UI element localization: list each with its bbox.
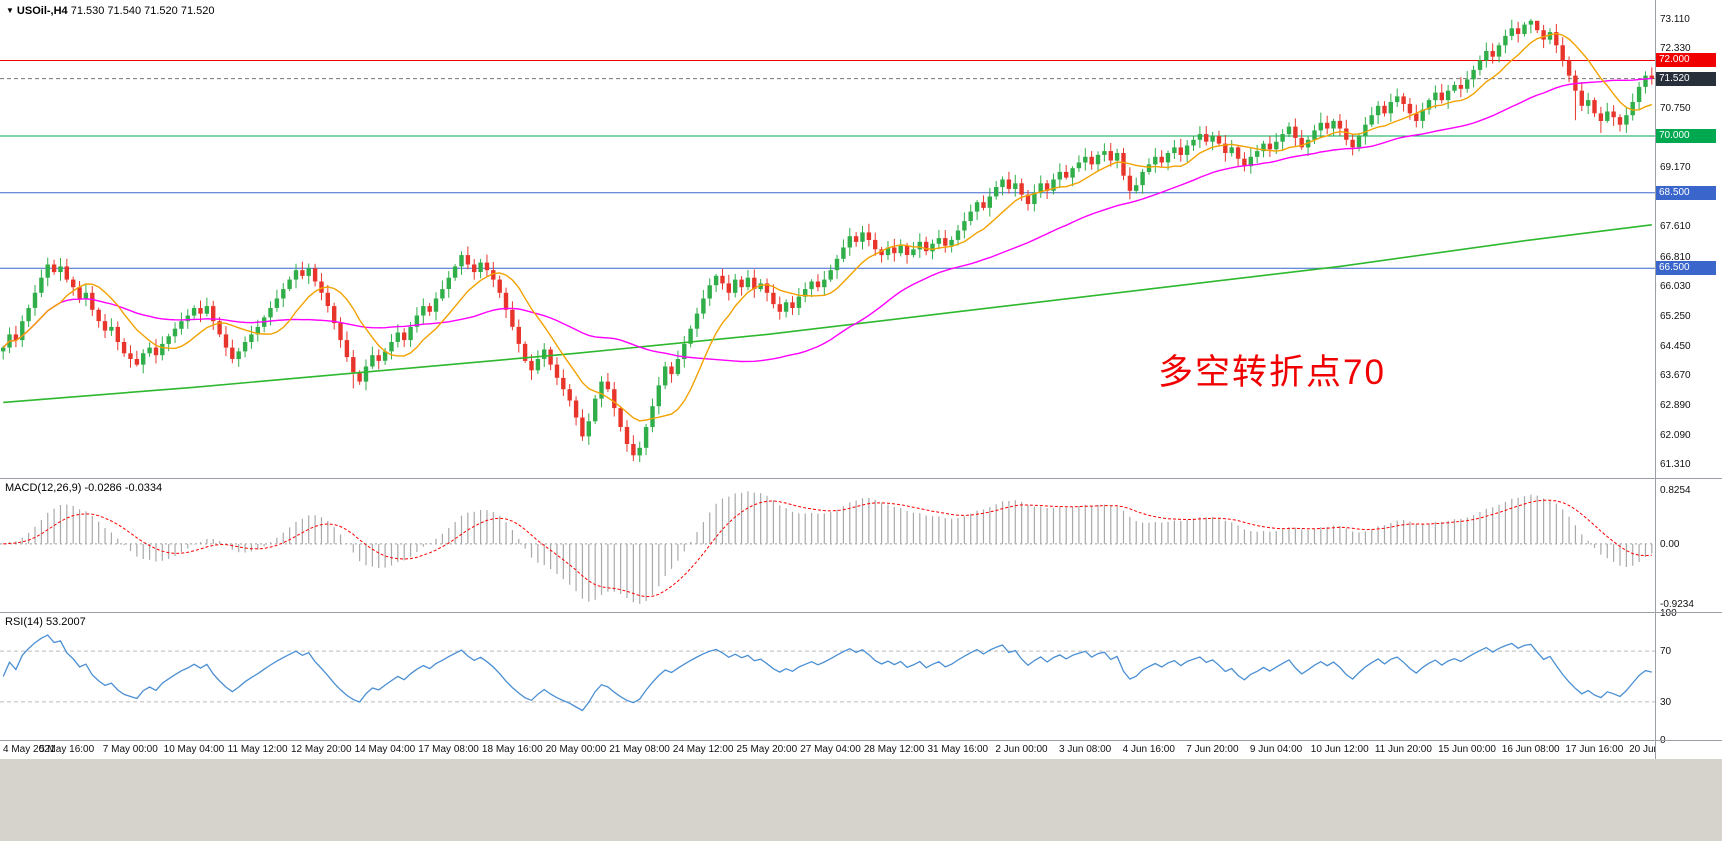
price-axis-label: 67.610	[1660, 221, 1691, 233]
macd-axis-label: -0.9234	[1660, 598, 1694, 610]
price-axis-label: 65.250	[1660, 310, 1691, 322]
rsi-axis-label: 30	[1660, 696, 1672, 708]
window-background	[0, 759, 1722, 841]
expand-arrow-icon[interactable]: ▼	[6, 6, 14, 15]
price-axis-label: 73.110	[1660, 13, 1690, 25]
price-axis-label: 62.090	[1660, 429, 1691, 441]
price-chart[interactable]	[0, 0, 1655, 478]
time-axis-label: 18 May 16:00	[481, 744, 543, 755]
time-axis-label: 2 Jun 00:00	[995, 744, 1048, 755]
time-axis-label: 11 May 12:00	[227, 744, 288, 755]
price-axis-label: 66.810	[1660, 251, 1691, 263]
rsi-axis-label: 100	[1660, 608, 1677, 619]
rsi-axis-label: 70	[1660, 646, 1672, 658]
ma-slow-line	[3, 224, 1652, 404]
panel-separator[interactable]	[0, 612, 1722, 613]
time-axis-label: 9 Jun 04:00	[1249, 744, 1303, 755]
rsi-name-text: RSI(14)	[5, 616, 43, 628]
annotation-text: 多空转折点70	[1158, 353, 1386, 392]
panel-separator	[0, 740, 1722, 741]
time-axis-label: 31 May 16:00	[927, 744, 989, 755]
time-axis-label: 4 May 2021	[3, 744, 56, 755]
price-axis[interactable]: 73.11072.33071.55070.75069.97069.17068.3…	[1655, 0, 1722, 759]
time-axis-label: 21 May 08:00	[609, 744, 670, 755]
symbol-ohlc-label: ▼ USOil-,H4 71.530 71.540 71.520 71.520	[6, 5, 214, 17]
price-badge: 68.500	[1656, 185, 1716, 200]
rsi-indicator-label: RSI(14) 53.2007	[5, 616, 86, 628]
time-axis[interactable]: 4 May 2021 5 May 16:00 7 May 00:00 10 May 0…	[0, 741, 1722, 759]
time-axis-label: 14 May 04:00	[354, 744, 416, 755]
time-axis-label: 16 Jun 08:00	[1501, 744, 1560, 755]
price-axis-label: 64.450	[1660, 340, 1691, 352]
time-axis-label: 25 May 20:00	[736, 744, 798, 755]
price-axis-label: 62.890	[1660, 399, 1691, 411]
macd-axis-label: 0.00	[1660, 538, 1680, 550]
macd-values-text: -0.0286 -0.0334	[84, 482, 163, 494]
price-axis-label: 61.310	[1660, 459, 1691, 471]
time-axis-label: 27 May 04:00	[800, 744, 861, 755]
time-axis-label: 15 Jun 00:00	[1438, 744, 1496, 755]
ohlc-quote-text: 71.530 71.540 71.520 71.520	[70, 5, 215, 17]
macd-chart[interactable]	[0, 479, 1655, 612]
rsi-chart[interactable]	[0, 613, 1655, 740]
rsi-value-text: 53.2007	[45, 616, 86, 628]
time-axis-label: 10 Jun 12:00	[1310, 744, 1369, 755]
time-axis-label: 12 May 20:00	[290, 744, 352, 755]
time-axis-label: 7 May 00:00	[102, 744, 158, 755]
macd-axis-label: 0.8254	[1660, 485, 1691, 497]
time-axis-label: 10 May 04:00	[163, 744, 225, 755]
macd-signal-line	[3, 499, 1652, 598]
time-axis-label: 20 May 00:00	[545, 744, 607, 755]
time-axis-label: 4 Jun 16:00	[1122, 744, 1175, 755]
price-axis-label: 63.670	[1660, 370, 1691, 382]
time-axis-label: 17 Jun 16:00	[1565, 744, 1624, 755]
price-badge: 72.000	[1656, 53, 1716, 68]
price-axis-label: 66.030	[1660, 281, 1691, 293]
time-axis-label: 17 May 08:00	[418, 744, 479, 755]
symbol-timeframe-text: USOil-,H4	[16, 5, 68, 17]
ma-mid-line	[2, 77, 1652, 363]
time-axis-label: 7 Jun 20:00	[1186, 744, 1239, 755]
price-axis-label: 69.170	[1660, 162, 1691, 174]
panel-separator[interactable]	[0, 478, 1722, 479]
time-axis-label: 3 Jun 08:00	[1058, 744, 1112, 755]
macd-indicator-label: MACD(12,26,9) -0.0286 -0.0334	[5, 482, 162, 494]
price-badge: 70.000	[1656, 129, 1716, 144]
rsi-line	[2, 634, 1652, 712]
price-badge: 66.500	[1656, 261, 1716, 276]
time-axis-label: 24 May 12:00	[672, 744, 734, 755]
time-axis-label: 28 May 12:00	[863, 744, 925, 755]
ma-fast-line	[2, 32, 1653, 422]
price-axis-label: 72.330	[1660, 42, 1691, 54]
macd-name-text: MACD(12,26,9)	[5, 482, 82, 494]
time-axis-label: 11 Jun 20:00	[1374, 744, 1432, 755]
time-axis-label: 5 May 16:00	[39, 744, 95, 755]
price-badge: 71.520	[1656, 71, 1716, 86]
price-axis-label: 70.750	[1660, 102, 1691, 114]
